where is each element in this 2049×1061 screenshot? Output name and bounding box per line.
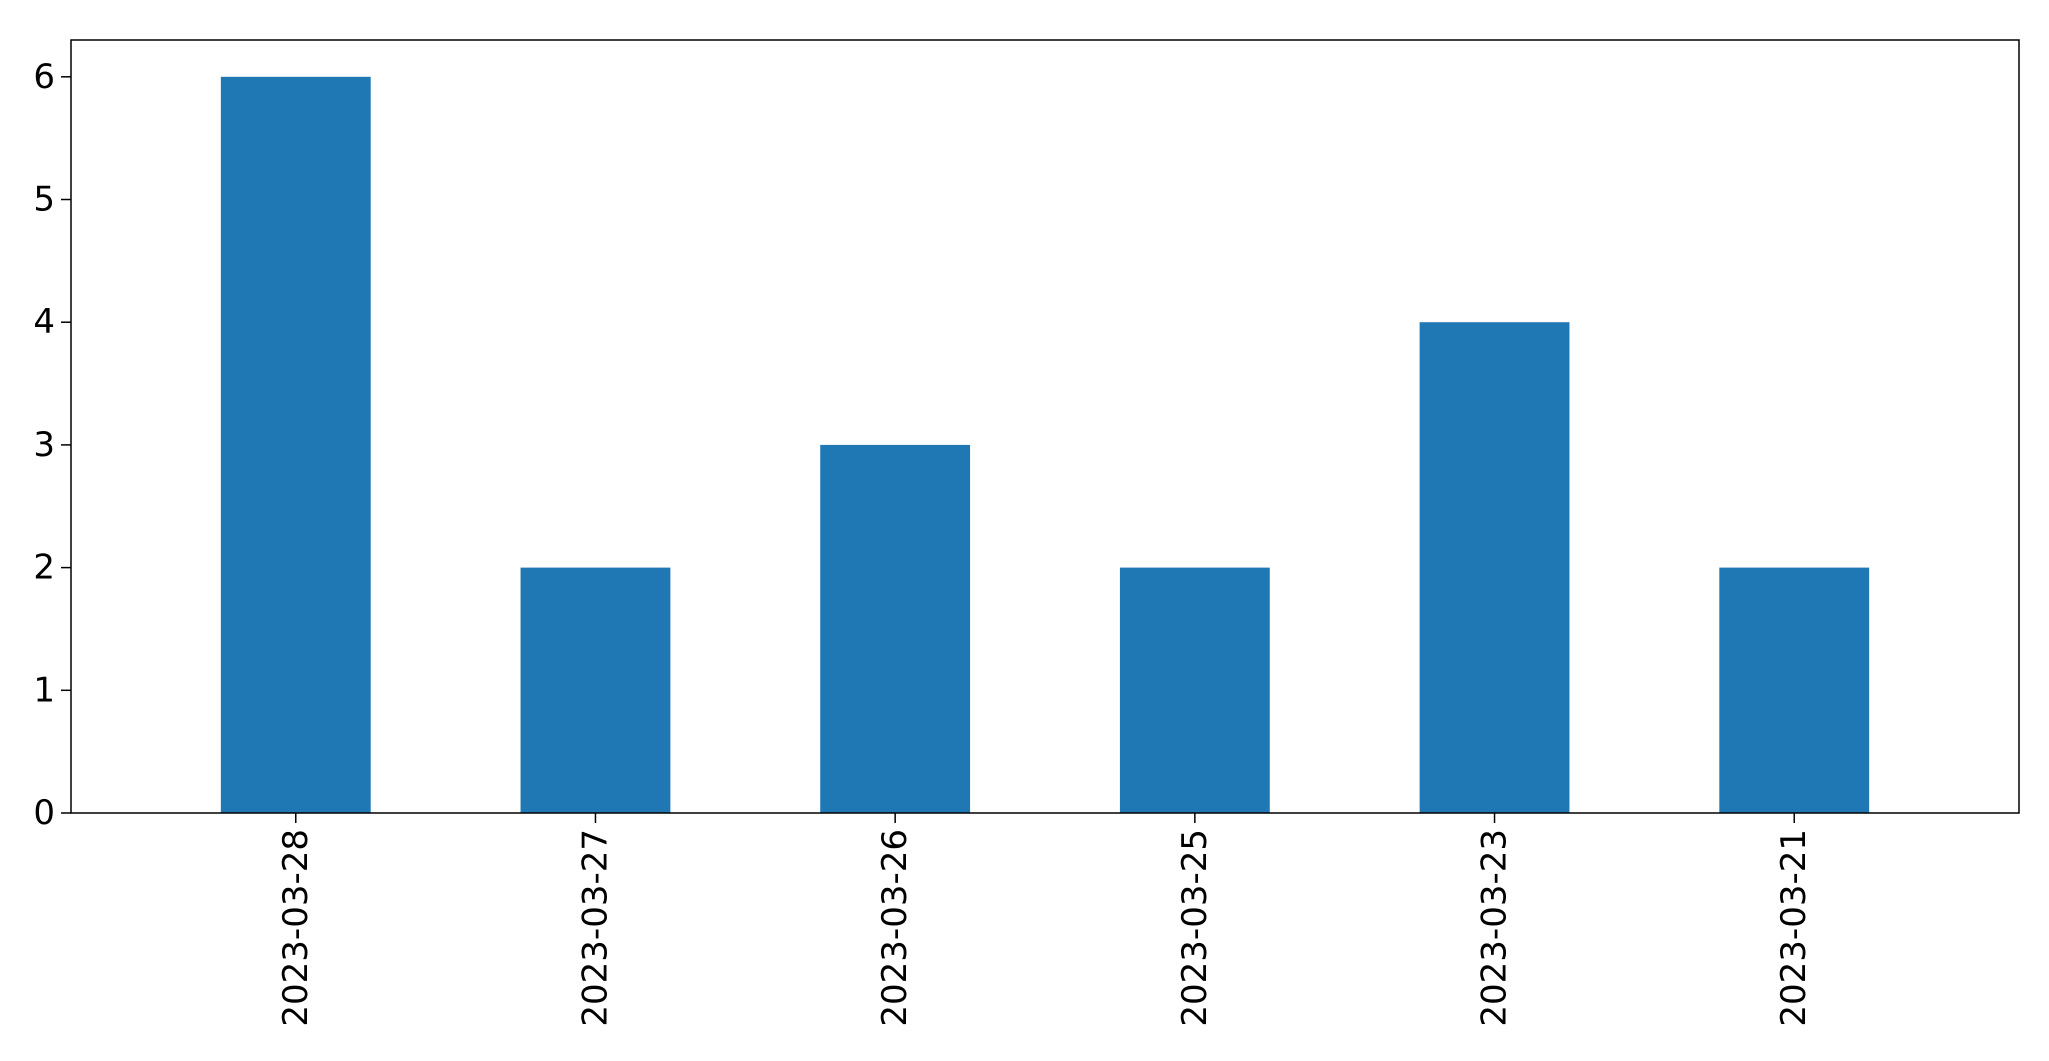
y-tick-label: 1 [33,670,55,710]
y-tick-label: 5 [33,180,55,220]
x-tick-label: 2023-03-25 [1175,829,1215,1027]
y-tick-label: 4 [33,302,55,342]
x-tick-label: 2023-03-28 [276,829,316,1027]
x-axis-ticks: 2023-03-28 2023-03-27 2023-03-26 2023-03-25… [276,813,1814,1027]
y-tick-label: 6 [33,57,55,97]
y-axis-ticks: 0 1 2 3 4 5 6 [33,57,71,833]
y-tick-label: 0 [33,793,55,833]
bar-2023-03-27 [520,567,671,813]
bars-group [220,76,1870,814]
plot-area-background [71,40,2019,813]
bar-2023-03-28 [220,76,371,814]
plot-frame [70,39,2020,814]
bar-2023-03-21 [1719,567,1870,813]
y-tick-label: 2 [33,548,55,588]
y-tick-label: 3 [33,425,55,465]
x-tick-label: 2023-03-23 [1475,829,1515,1027]
x-tick-label: 2023-03-21 [1774,829,1814,1027]
bar-2023-03-26 [820,444,971,813]
bar-2023-03-25 [1119,567,1270,813]
x-tick-label: 2023-03-26 [875,829,915,1027]
x-tick-label: 2023-03-27 [575,829,615,1027]
bar-2023-03-23 [1419,322,1570,813]
